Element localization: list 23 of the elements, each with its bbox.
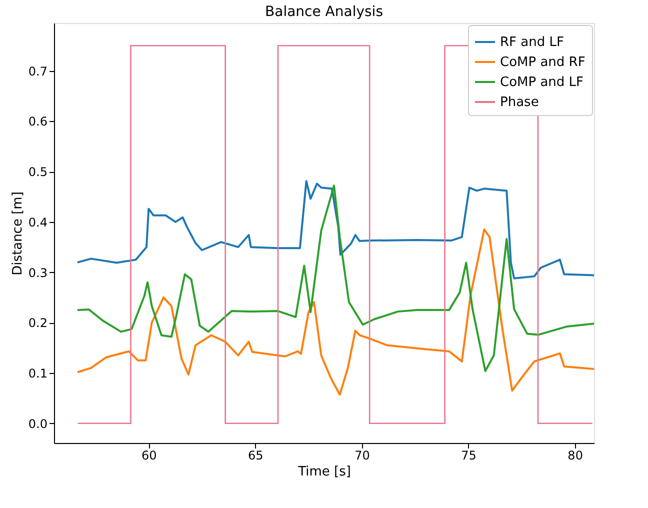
x-tick-label: 80 (568, 448, 583, 462)
y-tick-label: 0.1 (28, 366, 48, 380)
line-series (77, 180, 594, 280)
y-tick-label: 0.4 (28, 215, 48, 230)
y-tick-label: 0.3 (28, 266, 48, 280)
x-tick-label: 70 (354, 448, 370, 462)
line-series (77, 184, 594, 372)
legend-label: CoMP and LF (500, 75, 584, 90)
line-series (77, 228, 594, 396)
y-tick-label: 0.2 (28, 316, 48, 330)
legend-label: RF and LF (500, 35, 564, 50)
x-axis-title: Time [s] (297, 464, 351, 480)
x-tick-label: 60 (141, 448, 157, 462)
x-tick-label: 75 (461, 448, 476, 462)
x-tick-label: 65 (248, 448, 264, 462)
y-tick-label: 0.6 (28, 114, 48, 129)
y-tick-label: 0.5 (28, 165, 48, 180)
chart-title: Balance Analysis (265, 4, 383, 20)
y-axis-title: Distance [m] (10, 192, 26, 276)
y-tick-label: 0.7 (28, 64, 48, 78)
legend-label: Phase (500, 95, 539, 110)
y-tick-label: 0.0 (28, 416, 48, 431)
legend-label: CoMP and RF (500, 55, 586, 70)
